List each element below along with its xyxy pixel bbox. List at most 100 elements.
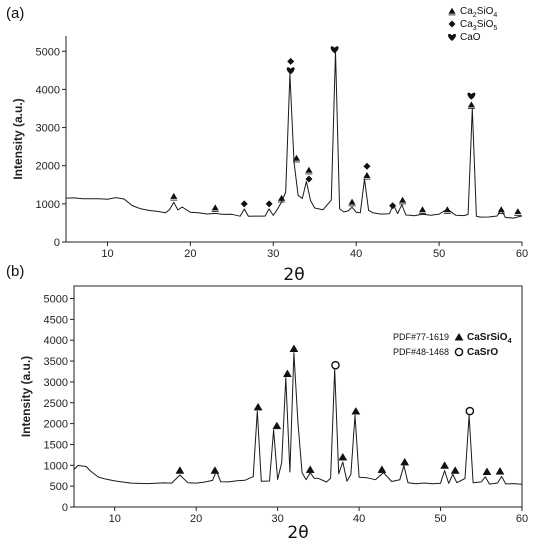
x-tick-label: 10 <box>109 513 121 525</box>
filled-triangle-marker <box>482 467 492 476</box>
y-tick-label: 5000 <box>44 294 68 306</box>
x-axis-title: 2θ <box>283 265 304 285</box>
y-tick-label: 1000 <box>44 460 68 472</box>
legend-diamond-icon <box>448 20 456 28</box>
legend-label: CaSrO <box>467 347 498 358</box>
y-tick-label: 1000 <box>36 199 60 211</box>
y-tick-label: 3500 <box>44 356 68 368</box>
legend-subscript: 4 <box>493 12 497 19</box>
legend-pdf-number: PDF#77-1619 <box>393 332 449 342</box>
filled-triangle-marker <box>440 461 450 469</box>
diamond-marker <box>363 162 371 170</box>
y-tick-label: 4000 <box>44 335 68 347</box>
legend-subscript: 2 <box>473 12 477 19</box>
filled-triangle-marker <box>175 466 185 474</box>
y-axis-title: Intensity (a.u.) <box>11 98 25 179</box>
legend-open-circle-icon <box>454 347 464 357</box>
panel-label: (b) <box>6 263 24 280</box>
diffraction-pattern-line <box>65 50 523 219</box>
legend-text: CaO <box>460 32 481 43</box>
filled-triangle-marker <box>450 466 460 474</box>
y-tick-label: 3000 <box>44 377 68 389</box>
triangle-marker <box>363 171 371 178</box>
diamond-marker <box>265 200 273 208</box>
y-tick-label: 5000 <box>36 46 60 58</box>
heart-marker <box>286 67 295 75</box>
circle-marker <box>465 406 475 416</box>
x-axis-title: 2θ <box>287 523 308 543</box>
legend-subscript: 5 <box>493 25 497 32</box>
legend-triangle-icon <box>448 7 456 14</box>
x-tick-label: 40 <box>353 513 365 525</box>
x-tick-label: 40 <box>350 248 362 260</box>
triangle-marker <box>514 208 522 215</box>
legend-text: SiO <box>477 19 494 30</box>
diamond-marker <box>305 175 313 183</box>
filled-triangle-marker <box>377 465 387 473</box>
diffraction-pattern-line <box>73 352 523 485</box>
x-tick-label: 60 <box>516 248 528 260</box>
y-tick-label: 0 <box>54 237 60 249</box>
triangle-marker <box>348 198 356 205</box>
y-tick-label: 4000 <box>36 84 60 96</box>
x-tick-label: 10 <box>101 248 113 260</box>
legend-text: Ca <box>460 6 473 17</box>
triangle-marker <box>292 154 301 161</box>
triangle-marker <box>467 101 475 108</box>
legend-label: CaO <box>460 32 481 43</box>
triangle-marker <box>399 196 407 203</box>
legend-subscript: 4 <box>508 338 512 345</box>
axes: 10 20 30 40 50 60 0 1000 2000 3000 4000 5000 <box>36 36 528 260</box>
panel-a: (a) 10 20 30 40 50 60 0 1000 2000 3000 4000 5000 Inte… <box>6 5 528 285</box>
y-axis-title: Intensity (a.u.) <box>19 356 33 437</box>
triangle-marker <box>211 204 219 211</box>
filled-triangle-marker <box>210 466 220 474</box>
triangle-marker <box>278 194 286 201</box>
filled-triangle-marker <box>305 465 315 473</box>
y-tick-label: 500 <box>50 481 68 493</box>
y-tick-label: 4500 <box>44 314 68 326</box>
panel-label: (a) <box>6 5 24 22</box>
x-tick-label: 50 <box>433 248 445 260</box>
legend-subscript: 3 <box>473 25 477 32</box>
filled-triangle-marker <box>272 421 282 430</box>
diamond-marker <box>240 200 248 208</box>
triangle-marker <box>418 206 427 213</box>
y-tick-label: 2000 <box>44 419 68 431</box>
filled-triangle-marker <box>282 369 292 378</box>
peak-markers <box>170 46 522 216</box>
triangle-marker <box>305 166 313 173</box>
diamond-marker <box>389 202 397 210</box>
filled-triangle-marker <box>253 402 263 411</box>
legend: PDF#77-1619 CaSrSiO4 PDF#48-1468 CaSrO <box>393 332 512 358</box>
filled-triangle-marker <box>495 467 505 475</box>
legend-label: Ca2SiO4 <box>460 6 497 19</box>
x-tick-label: 30 <box>267 248 279 260</box>
filled-triangle-marker <box>338 452 348 461</box>
peak-markers <box>175 344 505 476</box>
legend-heart-icon <box>448 33 456 41</box>
y-tick-label: 1500 <box>44 439 68 451</box>
legend-pdf-number: PDF#48-1468 <box>393 347 449 357</box>
x-tick-label: 60 <box>516 513 528 525</box>
x-tick-label: 30 <box>272 513 284 525</box>
x-tick-label: 50 <box>434 513 446 525</box>
circle-marker <box>331 360 340 370</box>
legend-filled-triangle-icon <box>454 332 464 341</box>
axes: 10 20 30 40 50 60 0 500 1000 1500 2000 2500 3000 3500… <box>44 285 528 525</box>
legend-text: Ca <box>460 19 473 30</box>
filled-triangle-marker <box>400 457 410 466</box>
heart-marker <box>467 92 476 100</box>
legend-text: CaSrO <box>467 347 498 358</box>
panel-b: (b) 10 20 30 40 50 60 0 500 1000 1500 2000 2500 3000 3… <box>6 263 528 543</box>
triangle-marker <box>170 192 178 199</box>
legend-label: CaSrSiO4 <box>467 332 512 345</box>
heart-marker <box>330 46 339 54</box>
y-tick-label: 2500 <box>44 398 68 410</box>
filled-triangle-marker <box>289 344 299 352</box>
x-tick-label: 20 <box>190 513 202 525</box>
filled-triangle-marker <box>351 407 361 415</box>
triangle-marker <box>443 206 451 213</box>
